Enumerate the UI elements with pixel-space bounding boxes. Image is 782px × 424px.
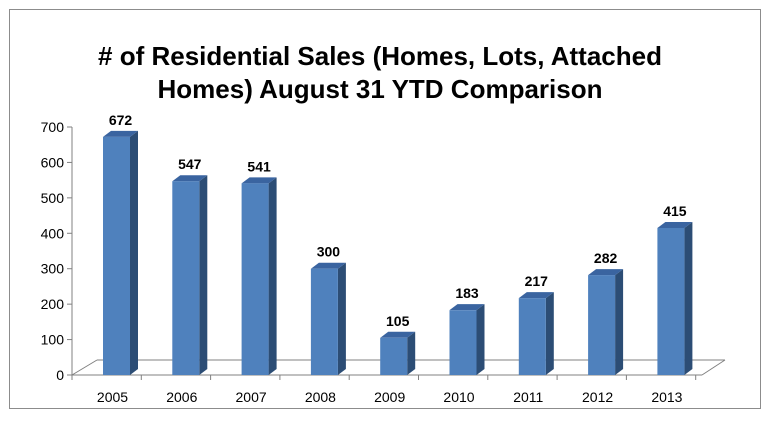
chart-title-line-2: Homes) August 31 YTD Comparison [157, 74, 603, 104]
bar-side [545, 292, 554, 375]
x-tick-label: 2010 [443, 389, 474, 405]
bar-top [103, 130, 138, 137]
y-tick-label: 200 [41, 296, 65, 312]
data-label: 672 [109, 112, 133, 128]
y-tick-label: 500 [41, 190, 65, 206]
floor-left-edge [71, 359, 98, 376]
floor-right-edge [701, 359, 726, 376]
x-tick-label: 2006 [166, 389, 197, 405]
x-tick-label: 2008 [305, 389, 336, 405]
x-tick-label: 2013 [651, 389, 682, 405]
bar-top [657, 221, 693, 228]
bar [449, 310, 477, 375]
x-tick-label: 2007 [236, 389, 267, 405]
bar [657, 227, 685, 375]
bar [310, 268, 338, 375]
bar-top [380, 331, 416, 338]
bar-side [199, 175, 208, 375]
bar [588, 275, 616, 375]
bar [241, 183, 269, 375]
bar-top [241, 177, 277, 184]
data-label: 547 [178, 156, 202, 172]
bar-top [172, 175, 208, 182]
bar [380, 337, 408, 375]
bar-top [588, 269, 624, 276]
bar [103, 136, 130, 375]
bar-side [684, 221, 693, 375]
y-tick-label: 300 [41, 261, 65, 277]
bar-side [615, 269, 624, 375]
bar-top [449, 304, 485, 311]
bar [172, 181, 200, 375]
data-label: 217 [525, 273, 549, 289]
bar-top [310, 262, 346, 269]
x-tick-label: 2009 [374, 389, 405, 405]
bar-side [337, 262, 346, 375]
data-label: 300 [317, 244, 341, 260]
data-label: 415 [663, 203, 687, 219]
y-tick-label: 600 [41, 154, 65, 170]
bar-top [518, 292, 554, 299]
chart-title-line-1: # of Residential Sales (Homes, Lots, Att… [98, 41, 662, 71]
y-tick-label: 0 [56, 367, 64, 383]
data-label: 183 [455, 285, 479, 301]
chart-title: # of Residential Sales (Homes, Lots, Att… [10, 40, 750, 106]
bar-side [268, 177, 277, 375]
x-tick-label: 2005 [97, 389, 128, 405]
y-tick-label: 700 [41, 119, 65, 135]
data-label: 282 [594, 250, 618, 266]
bar-side [407, 331, 416, 375]
data-label: 105 [386, 313, 410, 329]
x-tick-label: 2011 [513, 389, 543, 405]
y-tick-label: 400 [41, 225, 65, 241]
bar-side [476, 304, 485, 375]
data-label: 541 [247, 158, 271, 174]
x-tick-label: 2012 [582, 389, 613, 405]
bar [518, 298, 546, 375]
y-tick-label: 100 [41, 332, 65, 348]
bar-side [130, 130, 138, 375]
